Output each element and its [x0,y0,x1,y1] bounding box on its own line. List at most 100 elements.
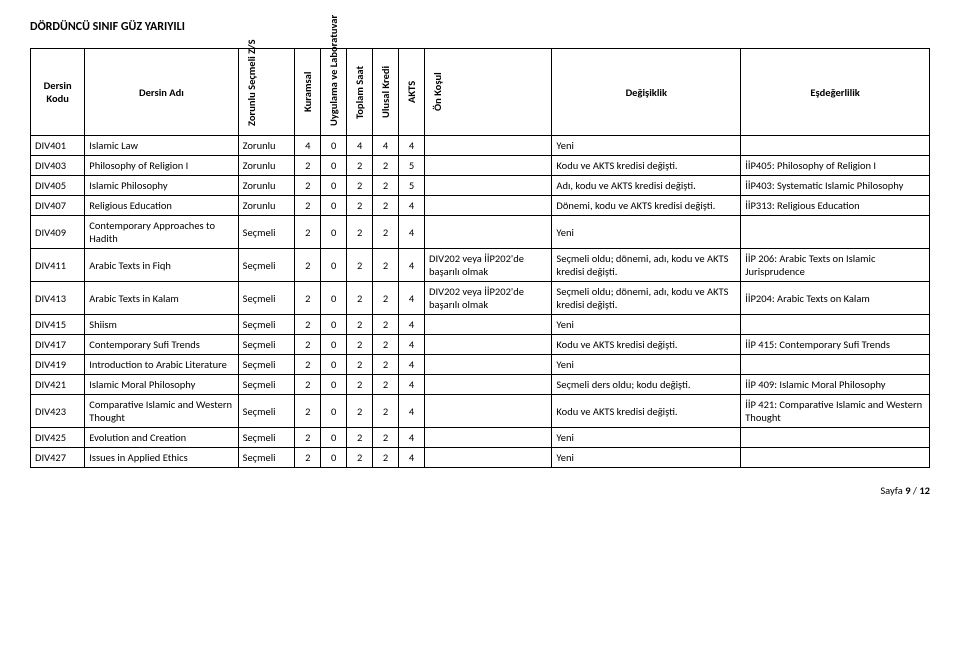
cell-a: 4 [399,315,425,335]
col-degisiklik: Değişiklik [552,49,741,136]
cell-pre: DIV202 veya İİP202'de başarılı olmak [425,249,552,282]
cell-code: DIV417 [31,335,85,355]
cell-chg: Yeni [552,448,741,468]
cell-name: Evolution and Creation [85,428,238,448]
cell-u: 0 [321,428,347,448]
cell-code: DIV421 [31,375,85,395]
cell-zs: Seçmeli [238,428,295,448]
cell-a: 4 [399,136,425,156]
col-ulusal: Ulusal Kredi [373,49,399,136]
cell-name: Issues in Applied Ethics [85,448,238,468]
cell-k: 2 [295,176,321,196]
cell-u: 0 [321,216,347,249]
cell-zs: Seçmeli [238,448,295,468]
cell-kr: 2 [373,176,399,196]
cell-chg: Yeni [552,315,741,335]
cell-name: Islamic Moral Philosophy [85,375,238,395]
cell-eq: İİP313: Religious Education [741,196,930,216]
cell-pre [425,216,552,249]
cell-kr: 4 [373,136,399,156]
col-code: Dersin Kodu [31,49,85,136]
cell-a: 4 [399,355,425,375]
cell-t: 2 [347,375,373,395]
cell-kr: 2 [373,448,399,468]
table-row: DIV403Philosophy of Religion IZorunlu202… [31,156,930,176]
cell-pre [425,395,552,428]
cell-eq [741,315,930,335]
page-title: DÖRDÜNCÜ SINIF GÜZ YARIYILI [30,20,930,34]
cell-kr: 2 [373,315,399,335]
cell-u: 0 [321,176,347,196]
cell-u: 0 [321,136,347,156]
cell-t: 2 [347,216,373,249]
cell-u: 0 [321,355,347,375]
cell-code: DIV425 [31,428,85,448]
cell-eq: İİP204: Arabic Texts on Kalam [741,282,930,315]
cell-eq: İİP 421: Comparative Islamic and Western… [741,395,930,428]
cell-pre [425,156,552,176]
cell-k: 2 [295,355,321,375]
table-row: DIV423Comparative Islamic and Western Th… [31,395,930,428]
cell-chg: Adı, kodu ve AKTS kredisi değişti. [552,176,741,196]
cell-chg: Kodu ve AKTS kredisi değişti. [552,395,741,428]
col-esdeger: Eşdeğerlilik [741,49,930,136]
cell-u: 0 [321,196,347,216]
cell-u: 0 [321,315,347,335]
cell-k: 4 [295,136,321,156]
cell-zs: Seçmeli [238,355,295,375]
cell-chg: Kodu ve AKTS kredisi değişti. [552,335,741,355]
cell-a: 4 [399,448,425,468]
cell-t: 4 [347,136,373,156]
cell-u: 0 [321,249,347,282]
cell-pre [425,428,552,448]
cell-k: 2 [295,375,321,395]
table-row: DIV425Evolution and CreationSeçmeli20224… [31,428,930,448]
table-row: DIV405Islamic PhilosophyZorunlu20225Adı,… [31,176,930,196]
cell-kr: 2 [373,355,399,375]
col-akts: AKTS [399,49,425,136]
cell-k: 2 [295,335,321,355]
cell-eq [741,136,930,156]
cell-t: 2 [347,448,373,468]
cell-pre [425,315,552,335]
cell-t: 2 [347,176,373,196]
course-table: Dersin Kodu Dersin Adı Zorunlu Seçmeli Z… [30,48,930,468]
cell-eq: İİP 409: Islamic Moral Philosophy [741,375,930,395]
cell-pre [425,136,552,156]
cell-name: Religious Education [85,196,238,216]
cell-eq: İİP 415: Contemporary Sufi Trends [741,335,930,355]
cell-chg: Yeni [552,428,741,448]
cell-name: Philosophy of Religion I [85,156,238,176]
cell-code: DIV423 [31,395,85,428]
cell-eq [741,448,930,468]
cell-kr: 2 [373,335,399,355]
cell-zs: Seçmeli [238,282,295,315]
cell-k: 2 [295,196,321,216]
cell-chg: Dönemi, kodu ve AKTS kredisi değişti. [552,196,741,216]
cell-zs: Seçmeli [238,395,295,428]
cell-zs: Seçmeli [238,375,295,395]
cell-t: 2 [347,335,373,355]
cell-eq: İİP405: Philosophy of Religion I [741,156,930,176]
cell-kr: 2 [373,249,399,282]
table-row: DIV409Contemporary Approaches to HadithS… [31,216,930,249]
cell-chg: Kodu ve AKTS kredisi değişti. [552,156,741,176]
cell-chg: Seçmeli ders oldu; kodu değişti. [552,375,741,395]
cell-a: 5 [399,176,425,196]
cell-t: 2 [347,428,373,448]
table-row: DIV421Islamic Moral PhilosophySeçmeli202… [31,375,930,395]
table-row: DIV407Religious EducationZorunlu20224Dön… [31,196,930,216]
col-kuramsal: Kuramsal [295,49,321,136]
cell-u: 0 [321,395,347,428]
cell-a: 4 [399,196,425,216]
cell-code: DIV409 [31,216,85,249]
cell-k: 2 [295,282,321,315]
cell-a: 4 [399,428,425,448]
cell-k: 2 [295,315,321,335]
cell-a: 4 [399,249,425,282]
cell-name: Comparative Islamic and Western Thought [85,395,238,428]
cell-k: 2 [295,428,321,448]
cell-u: 0 [321,156,347,176]
cell-u: 0 [321,282,347,315]
cell-a: 4 [399,335,425,355]
